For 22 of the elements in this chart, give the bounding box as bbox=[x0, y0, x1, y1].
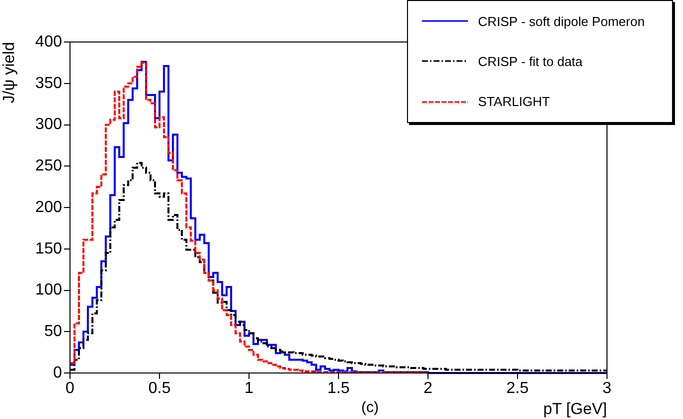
y-tick-label: 0 bbox=[53, 364, 62, 382]
x-tick-label: 0 bbox=[66, 380, 75, 398]
y-tick-label: 250 bbox=[35, 158, 62, 175]
y-tick-label: 350 bbox=[35, 74, 62, 92]
x-axis-title: pT [GeV] bbox=[543, 400, 607, 418]
x-tick-label: 2 bbox=[424, 380, 433, 398]
x-tick-label: 1 bbox=[244, 380, 254, 398]
x-tick-label: 1.5 bbox=[327, 380, 350, 398]
y-tick-label: 300 bbox=[35, 116, 62, 134]
legend-label: STARLIGHT bbox=[478, 94, 550, 110]
text: (c) bbox=[361, 399, 379, 416]
x-tick-label: 0.5 bbox=[148, 380, 171, 398]
legend-label: CRISP - fit to data bbox=[478, 54, 583, 69]
y-tick-label: 200 bbox=[35, 198, 62, 216]
x-tick-label: 2.5 bbox=[506, 380, 529, 398]
y-tick-label: 100 bbox=[35, 282, 62, 299]
y-tick-label: 150 bbox=[35, 240, 62, 258]
x-tick-label: 3 bbox=[602, 380, 612, 398]
y-tick-label: 50 bbox=[44, 323, 62, 340]
y-tick-label: 400 bbox=[35, 33, 62, 50]
legend-label: CRISP - soft dipole Pomeron bbox=[478, 14, 645, 29]
y-axis-title: J/ψ yield bbox=[1, 42, 18, 104]
